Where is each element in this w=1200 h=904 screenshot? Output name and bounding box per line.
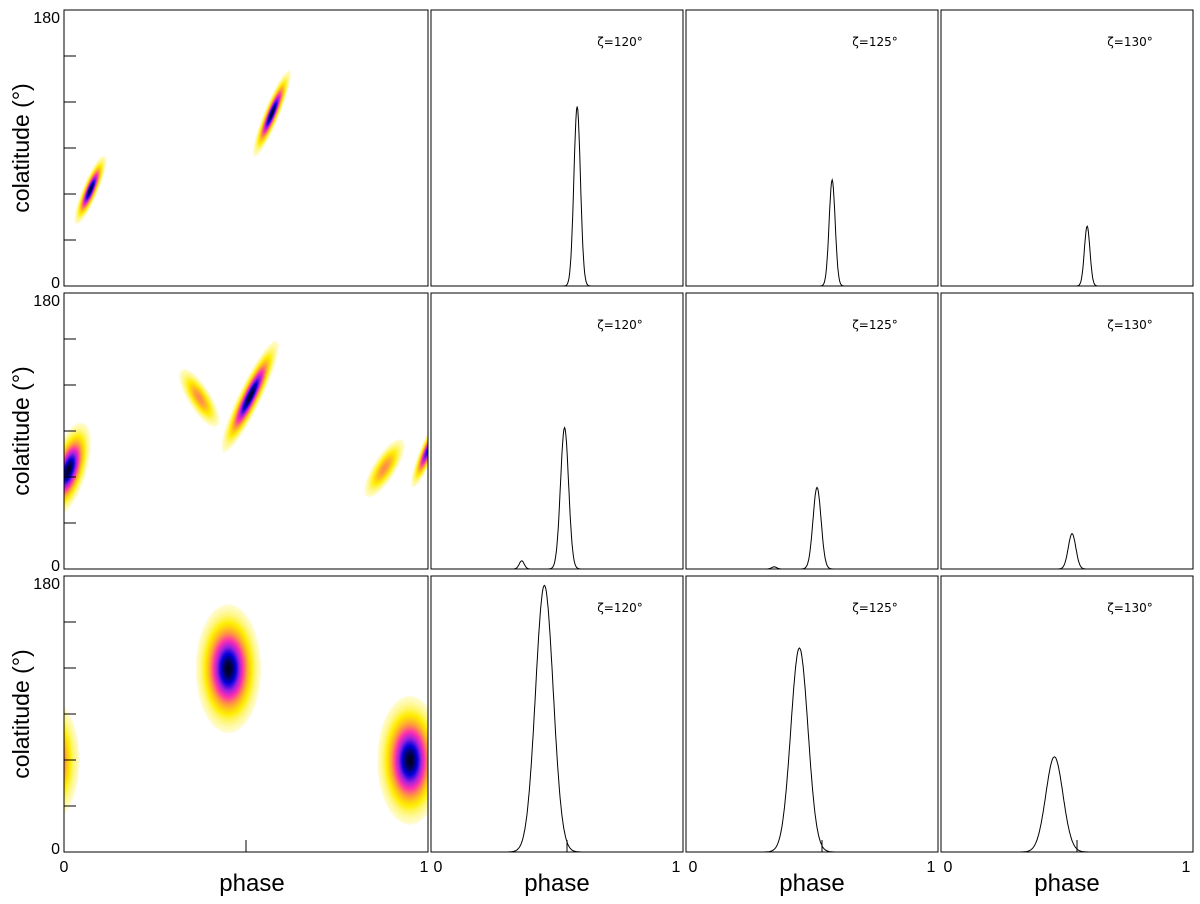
profile-frame xyxy=(430,575,684,853)
x-tick-label-max: 1 xyxy=(927,859,936,876)
x-tick-label-max: 1 xyxy=(1182,859,1191,876)
profile-frame xyxy=(430,292,684,570)
y-tick-label-max: 180 xyxy=(33,576,60,593)
profile-frame xyxy=(685,9,939,287)
y-tick-label-min: 0 xyxy=(51,841,60,858)
x-axis-label: phase xyxy=(219,870,284,897)
zeta-label: ζ=125° xyxy=(852,35,898,49)
y-axis-label: colatitude (°) xyxy=(8,366,34,495)
profile-frame xyxy=(685,292,939,570)
pulse-profile-line xyxy=(941,224,1193,287)
x-tick-label-min: 0 xyxy=(689,859,698,876)
profile-panel-2-2: ζ=125° xyxy=(685,292,939,570)
pulse-profile-line xyxy=(686,178,938,287)
profile-x-axis-2: 0 1 phase xyxy=(689,840,936,897)
pulse-profile-line xyxy=(431,426,683,570)
x-tick-label-min: 0 xyxy=(60,859,69,876)
pulse-profile-line xyxy=(686,486,938,570)
zeta-label: ζ=120° xyxy=(597,35,643,49)
heatmap-panel-2: 180 0 colatitude (°) xyxy=(8,292,429,575)
pulse-profile-line xyxy=(941,532,1193,570)
zeta-label: ζ=120° xyxy=(597,601,643,615)
heatmap-image xyxy=(64,10,428,286)
y-tick-label-min: 0 xyxy=(51,558,60,575)
heatmap-image xyxy=(64,576,428,852)
y-tick-label-min: 0 xyxy=(51,275,60,292)
pulse-profile-line xyxy=(941,756,1193,853)
pulse-profile-line xyxy=(431,584,683,853)
profile-x-axis-1: 0 1 phase xyxy=(434,840,681,897)
x-tick-label-min: 0 xyxy=(944,859,953,876)
heatmap-image xyxy=(64,293,428,569)
zeta-label: ζ=130° xyxy=(1107,601,1153,615)
pulse-profile-line xyxy=(686,647,938,853)
zeta-label: ζ=130° xyxy=(1107,318,1153,332)
heatmap-panel-3: 180 0 colatitude (°) xyxy=(8,575,429,858)
zeta-label: ζ=125° xyxy=(852,318,898,332)
profile-frame xyxy=(940,292,1194,570)
profile-panel-1-2: ζ=125° xyxy=(685,9,939,287)
profile-panel-1-3: ζ=130° xyxy=(940,9,1194,287)
profile-x-axis-3: 0 1 phase xyxy=(944,840,1191,897)
profile-panel-1-1: ζ=120° xyxy=(430,9,684,287)
x-tick-label-max: 1 xyxy=(420,859,429,876)
heatmap-panel-1: 180 0 colatitude (°) xyxy=(8,9,429,292)
y-tick-label-max: 180 xyxy=(33,293,60,310)
profile-frame xyxy=(430,9,684,287)
zeta-label: ζ=120° xyxy=(597,318,643,332)
profile-panel-3-1: ζ=120° xyxy=(430,575,684,853)
x-axis-label: phase xyxy=(524,870,589,897)
heatmap-x-axis: 0 1 phase xyxy=(60,840,429,897)
profile-frame xyxy=(940,575,1194,853)
profile-frame xyxy=(685,575,939,853)
y-tick-label-max: 180 xyxy=(33,10,60,27)
x-axis-label: phase xyxy=(779,870,844,897)
pulse-profile-line xyxy=(431,106,683,287)
profile-panel-3-3: ζ=130° xyxy=(940,575,1194,853)
profile-panel-2-3: ζ=130° xyxy=(940,292,1194,570)
profile-frame xyxy=(940,9,1194,287)
zeta-label: ζ=125° xyxy=(852,601,898,615)
y-axis-label: colatitude (°) xyxy=(8,83,34,212)
x-axis-label: phase xyxy=(1034,870,1099,897)
y-axis-label: colatitude (°) xyxy=(8,649,34,778)
profile-panel-3-2: ζ=125° xyxy=(685,575,939,853)
x-tick-label-max: 1 xyxy=(672,859,681,876)
x-tick-label-min: 0 xyxy=(434,859,443,876)
profile-panel-2-1: ζ=120° xyxy=(430,292,684,570)
zeta-label: ζ=130° xyxy=(1107,35,1153,49)
